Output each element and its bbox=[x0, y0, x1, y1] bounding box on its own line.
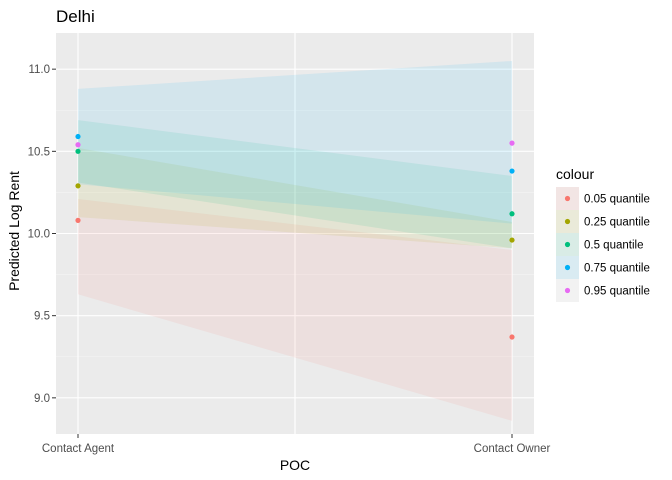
point-4-1 bbox=[509, 140, 515, 146]
legend-point-2 bbox=[564, 241, 571, 248]
point-0-1 bbox=[509, 334, 515, 340]
legend-label-4: 0.95 quantile bbox=[584, 286, 650, 298]
point-2-0 bbox=[75, 148, 81, 154]
ribbon-0 bbox=[78, 198, 512, 421]
ribbon-3 bbox=[78, 60, 512, 224]
point-3-1 bbox=[509, 168, 515, 174]
y-tick-label: 11.0 bbox=[28, 64, 50, 76]
point-2-1 bbox=[509, 211, 515, 217]
point-1-1 bbox=[509, 237, 515, 243]
legend-label-0: 0.05 quantile bbox=[584, 194, 650, 206]
point-1-0 bbox=[75, 183, 81, 189]
ribbon-1 bbox=[78, 148, 512, 249]
legend: 0.05 quantile 0.25 quantile 0.5 quantile 0.… bbox=[556, 187, 650, 302]
y-tick-label: 10.0 bbox=[28, 229, 50, 241]
point-0-0 bbox=[75, 217, 81, 223]
legend-point-0 bbox=[564, 195, 571, 202]
legend-point-4 bbox=[564, 287, 571, 294]
y-tick-label: 10.5 bbox=[28, 146, 50, 158]
chart-title: Delhi bbox=[56, 7, 95, 26]
legend-point-1 bbox=[564, 218, 571, 225]
legend-point-3 bbox=[564, 264, 571, 271]
legend-title: colour bbox=[556, 166, 594, 182]
x-axis-title: POC bbox=[280, 457, 310, 473]
legend-label-1: 0.25 quantile bbox=[584, 217, 650, 229]
y-axis-title: Predicted Log Rent bbox=[6, 171, 22, 291]
ribbon-2 bbox=[78, 120, 512, 249]
y-tick-label: 9.5 bbox=[34, 311, 50, 323]
legend-label-3: 0.75 quantile bbox=[584, 263, 650, 275]
legend-label-2: 0.5 quantile bbox=[584, 240, 643, 252]
x-tick-label: Contact Owner bbox=[474, 443, 551, 455]
x-tick-label: Contact Agent bbox=[42, 443, 115, 455]
point-4-0 bbox=[75, 142, 81, 148]
point-3-0 bbox=[75, 133, 81, 140]
y-tick-label: 9.0 bbox=[34, 393, 50, 405]
